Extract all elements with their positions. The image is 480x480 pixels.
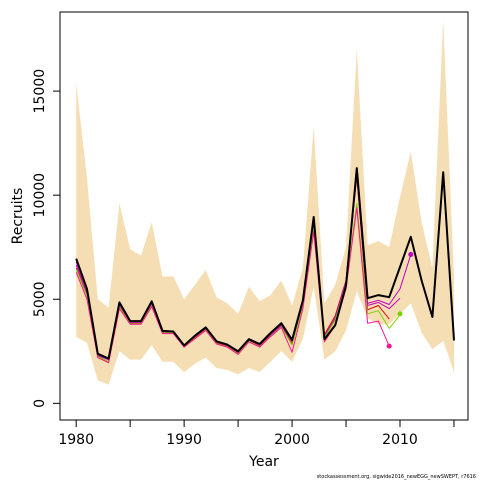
footnote: stockassessment.org, sigwide2016_newEGG_… — [317, 474, 476, 480]
x-axis: 1980 1990 2000 2010 — [58, 419, 455, 448]
endpoint-marker — [386, 343, 392, 349]
endpoint-markers — [386, 252, 414, 349]
y-tick-label: 5000 — [32, 281, 48, 317]
endpoint-marker — [408, 252, 414, 257]
x-axis-title: Year — [248, 454, 279, 470]
y-tick-label: 0 — [32, 399, 48, 408]
x-tick-label: 2000 — [274, 432, 310, 448]
y-axis-title: Recruits — [10, 188, 26, 245]
main-estimate-line — [75, 167, 455, 360]
series-layer — [75, 167, 455, 364]
endpoint-marker — [397, 311, 403, 317]
y-tick-label: 15000 — [32, 69, 48, 114]
x-tick-label: 1980 — [58, 432, 94, 448]
y-axis: 0 5000 10000 15000 — [32, 69, 61, 408]
x-tick-label: 1990 — [166, 432, 202, 448]
confidence-band — [76, 20, 454, 385]
plot-area — [75, 20, 455, 385]
y-tick-label: 10000 — [32, 173, 48, 218]
x-tick-label: 2010 — [382, 432, 418, 448]
